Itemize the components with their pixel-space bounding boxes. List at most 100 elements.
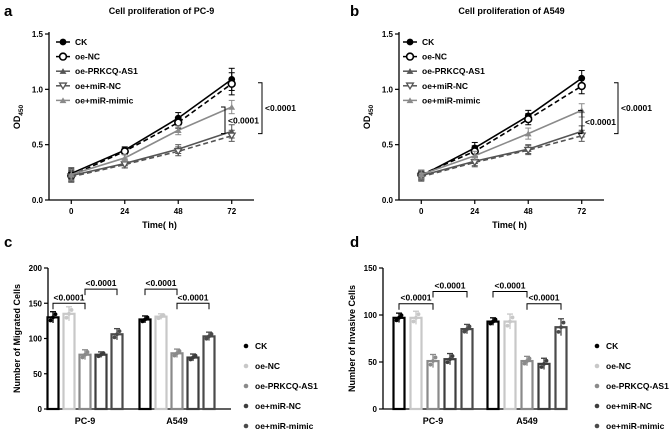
legend-marker bbox=[243, 403, 249, 409]
legend-label: CK bbox=[606, 341, 619, 351]
x-tick-label: 24 bbox=[470, 207, 479, 216]
p-value-label: <0.0001 bbox=[435, 281, 466, 291]
bar bbox=[503, 320, 517, 411]
legend: CK oe-NC oe-PRKCQ-AS1 oe+miR-NC oe+miR-mimic bbox=[594, 341, 669, 431]
replicate-dot bbox=[544, 358, 549, 363]
y-tick-label: 200 bbox=[29, 264, 43, 273]
series-line bbox=[420, 85, 583, 176]
bar bbox=[520, 359, 534, 411]
replicate-dot bbox=[175, 351, 179, 356]
replicate-dot bbox=[209, 332, 214, 336]
y-axis-label-subscript: 450 bbox=[18, 104, 25, 115]
series-line bbox=[71, 135, 232, 178]
p-value-label: <0.0001 bbox=[228, 115, 259, 125]
data-point bbox=[228, 103, 236, 110]
legend-marker bbox=[59, 68, 67, 74]
legend-label: CK bbox=[422, 37, 435, 47]
legend-label: oe+miR-mimic bbox=[606, 421, 665, 431]
legend-label: oe-NC bbox=[75, 52, 100, 62]
replicate-dot bbox=[51, 315, 55, 320]
legend-marker bbox=[594, 383, 600, 389]
data-point bbox=[173, 147, 183, 156]
data-point bbox=[524, 115, 533, 124]
legend: CK oe-NC oe-PRKCQ-AS1 oe+miR-NC oe+miR-mimic bbox=[403, 37, 485, 105]
legend-marker bbox=[243, 343, 249, 349]
bar bbox=[110, 333, 124, 411]
replicate-dot bbox=[493, 317, 498, 322]
replicate-dot bbox=[85, 350, 90, 354]
replicate-dot bbox=[491, 319, 495, 324]
data-point bbox=[524, 130, 532, 137]
replicate-dot bbox=[177, 349, 182, 353]
bar bbox=[537, 362, 551, 411]
bar bbox=[46, 316, 60, 411]
bar bbox=[202, 335, 216, 411]
legend-label: oe+miR-NC bbox=[606, 401, 652, 411]
legend-label: oe-PRKCQ-AS1 bbox=[75, 66, 138, 76]
data-point bbox=[227, 132, 237, 141]
replicate-dot bbox=[539, 365, 544, 369]
panel-label: b bbox=[350, 3, 359, 20]
panel-label: a bbox=[4, 3, 13, 20]
series-line bbox=[70, 78, 233, 175]
legend-marker bbox=[243, 423, 249, 429]
data-point bbox=[121, 154, 129, 161]
data-point bbox=[120, 161, 130, 169]
bracket bbox=[492, 291, 528, 298]
p-value-label: <0.0001 bbox=[529, 293, 560, 303]
legend-label: oe-NC bbox=[606, 361, 631, 371]
legend-label: oe-NC bbox=[255, 361, 280, 371]
series-line bbox=[421, 135, 582, 178]
data-point bbox=[523, 146, 533, 155]
legend-marker bbox=[58, 82, 68, 91]
legend-marker bbox=[594, 363, 600, 369]
replicate-dot bbox=[101, 351, 106, 356]
x-tick-label: 72 bbox=[577, 207, 586, 216]
x-tick-label: 48 bbox=[524, 207, 533, 216]
bar bbox=[138, 318, 152, 411]
bar bbox=[486, 320, 500, 411]
replicate-dot bbox=[448, 357, 452, 362]
bar bbox=[154, 315, 168, 411]
legend-marker bbox=[59, 97, 67, 104]
x-category-label: A549 bbox=[516, 416, 538, 426]
data-point bbox=[577, 81, 586, 91]
data-point bbox=[174, 118, 183, 127]
bar-chart-c: c 0 50 100 150 200 Number of Migrated Cells PC-… bbox=[4, 234, 318, 431]
replicate-dot bbox=[505, 323, 510, 328]
legend-marker bbox=[405, 52, 415, 61]
y-tick-label: 1.5 bbox=[382, 30, 394, 39]
significance-brackets: <0.0001<0.0001 <0.0001<0.0001 bbox=[52, 278, 210, 310]
legend-label: oe+miR-mimic bbox=[422, 95, 481, 105]
y-axis-label: Number of Migrated Cells bbox=[12, 284, 22, 393]
x-tick-label: 72 bbox=[227, 207, 236, 216]
legend: CK oe-NC oe-PRKCQ-AS1 oe+miR-NC oe+miR-mimic bbox=[243, 341, 318, 431]
replicate-dot bbox=[411, 319, 416, 324]
data-point bbox=[120, 147, 129, 156]
y-axis-label: Number of Invasive Cells bbox=[347, 285, 357, 392]
p-value-label: <0.0001 bbox=[54, 292, 85, 302]
legend-label: oe+miR-NC bbox=[422, 81, 468, 91]
bracket bbox=[398, 303, 434, 310]
legend-label: CK bbox=[255, 341, 268, 351]
chart-title: Cell proliferation of PC-9 bbox=[109, 6, 215, 16]
replicate-dot bbox=[399, 313, 404, 318]
legend-marker bbox=[594, 403, 600, 409]
p-value-label: <0.0001 bbox=[401, 293, 432, 303]
legend-label: CK bbox=[75, 37, 88, 47]
p-value-label: <0.0001 bbox=[585, 117, 616, 127]
replicate-dot bbox=[64, 315, 69, 320]
replicate-dot bbox=[428, 362, 433, 367]
legend: CK oe-NC oe-PRKCQ-AS1 oe+miR-NC oe+miR-mimic bbox=[56, 37, 138, 105]
bracket bbox=[432, 291, 468, 298]
p-value-label: <0.0001 bbox=[265, 103, 296, 113]
significance-brackets: <0.0001<0.0001 <0.0001<0.0001 bbox=[398, 281, 562, 310]
replicate-dot bbox=[467, 324, 472, 329]
legend-marker bbox=[406, 68, 414, 74]
y-tick-label: 150 bbox=[364, 264, 378, 273]
x-tick-label: 0 bbox=[419, 207, 424, 216]
bar bbox=[186, 356, 200, 411]
replicate-dot bbox=[397, 315, 401, 320]
replicate-dot bbox=[433, 355, 438, 360]
legend-marker bbox=[59, 38, 67, 46]
